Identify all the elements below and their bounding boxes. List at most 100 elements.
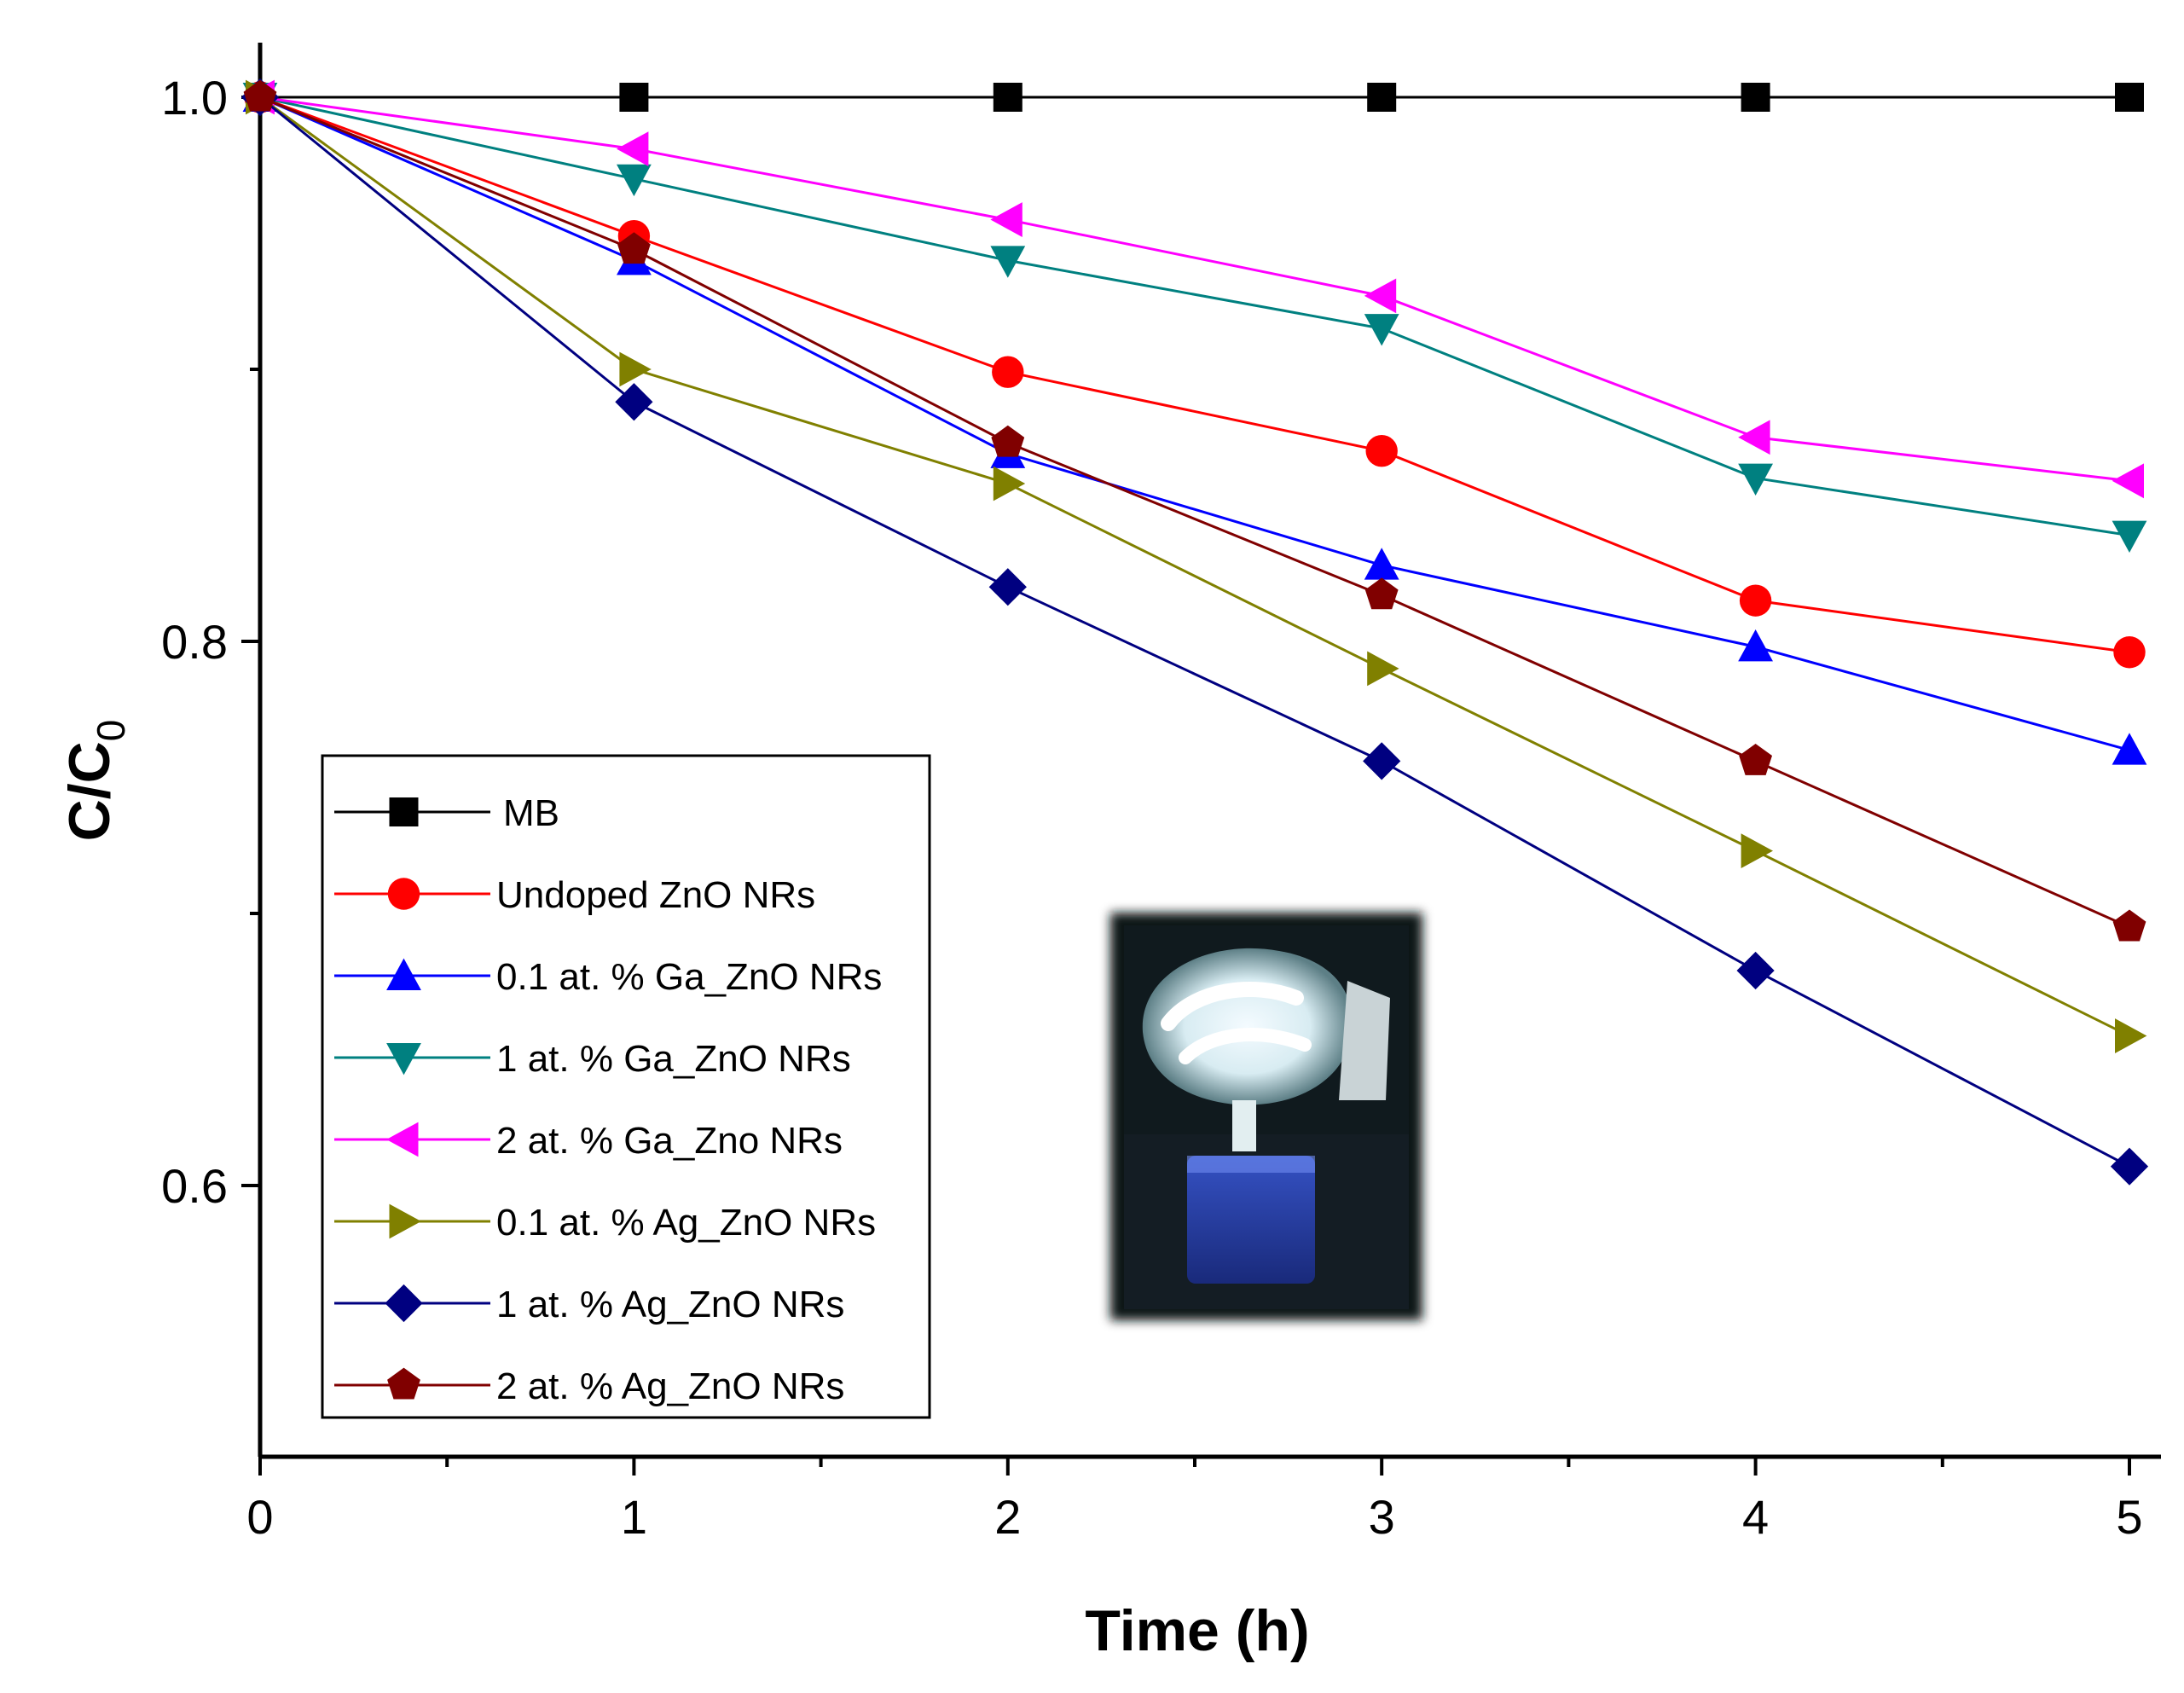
data-point [990,202,1022,237]
inset-lamp-photo [1110,913,1422,1320]
y-axis-title: C/C0 [57,720,133,842]
data-point [993,83,1022,112]
series-line [259,96,2130,654]
series-line [259,96,2130,1037]
data-point [619,351,652,387]
data-point [243,79,277,112]
legend-label: Undoped ZnO NRs [496,874,815,916]
data-point [1738,629,1773,662]
legend-marker [387,878,420,910]
data-point [2112,733,2147,765]
x-tick-label: 0 [246,1490,273,1544]
y-axis-title-main: C/C [57,741,122,841]
y-axis-title-subscript: 0 [89,720,133,742]
series-3 [242,83,2147,553]
legend-label: 1 at. % Ga_ZnO NRs [496,1038,851,1080]
data-point [1365,435,1398,467]
x-tick-label: 4 [1742,1490,1769,1544]
x-axis-title: Time (h) [1085,1598,1309,1663]
series-4 [242,79,2144,499]
data-point [1363,742,1401,780]
x-tick-label: 2 [994,1490,1021,1544]
legend-marker [389,1203,421,1239]
series-0 [246,83,2144,112]
data-point [990,246,1026,278]
legend-marker [387,1367,420,1400]
data-point [1364,577,1399,610]
legend-marker [386,958,421,990]
legend-label: 0.1 at. % Ga_ZnO NRs [496,956,882,998]
series-group [240,78,2149,1186]
data-point [619,83,649,112]
data-point [1741,83,1770,112]
y-ticks: 0.6 0.8 1.0 [161,71,260,1213]
data-point [1741,833,1773,869]
svg-text:C/C0: C/C0 [57,720,133,842]
data-point [992,356,1024,388]
legend-label: 1 at. % Ag_ZnO NRs [496,1284,844,1325]
legend-item: 2 at. % Ag_ZnO NRs [334,1365,844,1407]
legend-item: 1 at. % Ga_ZnO NRs [334,1038,851,1080]
data-point [617,131,649,167]
legend-item: Undoped ZnO NRs [334,874,815,916]
data-point [993,466,1026,502]
data-point [617,232,651,264]
data-point [1364,548,1399,580]
y-tick-label: 0.6 [161,1159,228,1213]
data-point [2112,909,2146,942]
legend-marker [385,1284,423,1323]
legend-label: 2 at. % Ga_Zno NRs [496,1120,843,1162]
data-point [1738,420,1770,455]
x-ticks: 0 1 2 3 4 5 [246,1457,2143,1544]
data-point [2115,83,2144,112]
legend-item: 0.1 at. % Ag_ZnO NRs [334,1202,876,1244]
series-1 [244,81,2146,669]
data-point [617,164,652,197]
data-point [2110,1147,2149,1186]
legend-item: MB [334,792,559,834]
data-point [2112,520,2147,553]
series-7 [243,79,2146,942]
legend: MB Undoped ZnO NRs 0.1 at. % Ga_ZnO NRs 1 a… [321,754,931,1419]
data-point [988,568,1027,606]
series-line [259,96,2130,1168]
legend-label: 0.1 at. % Ag_ZnO NRs [496,1202,876,1244]
series-line [259,96,2130,483]
legend-label: 2 at. % Ag_ZnO NRs [496,1365,844,1407]
data-point [2113,636,2146,669]
series-line [259,96,2130,929]
data-point [1364,278,1397,314]
legend-item: 0.1 at. % Ga_ZnO NRs [334,956,882,998]
x-tick-label: 3 [1369,1490,1395,1544]
data-point [2112,463,2144,499]
legend-marker [389,797,419,826]
legend-item: 1 at. % Ag_ZnO NRs [334,1284,844,1325]
data-point [615,383,653,421]
series-2 [242,79,2147,765]
x-tick-label: 5 [2116,1490,2142,1544]
axes [258,43,2161,1459]
data-point [2115,1018,2147,1053]
data-point [991,425,1025,457]
legend-box [321,754,931,1419]
series-5 [246,79,2147,1053]
beaker-icon [1187,1156,1315,1284]
y-tick-label: 1.0 [161,71,228,125]
legend-item: 2 at. % Ga_Zno NRs [334,1120,843,1162]
data-point [1738,463,1773,496]
x-tick-label: 1 [621,1490,647,1544]
lamp-spiral-icon [1142,948,1353,1105]
data-point [1364,314,1399,346]
series-line [259,96,2130,537]
data-point [1367,83,1397,112]
series-line [259,96,2130,752]
y-tick-label: 0.8 [161,615,228,669]
legend-marker [386,1043,421,1076]
legend-label: MB [503,792,559,834]
data-point [1739,584,1772,617]
legend-marker [386,1122,419,1157]
data-point [1367,651,1399,687]
data-point [1739,743,1773,775]
data-point [1736,951,1775,990]
